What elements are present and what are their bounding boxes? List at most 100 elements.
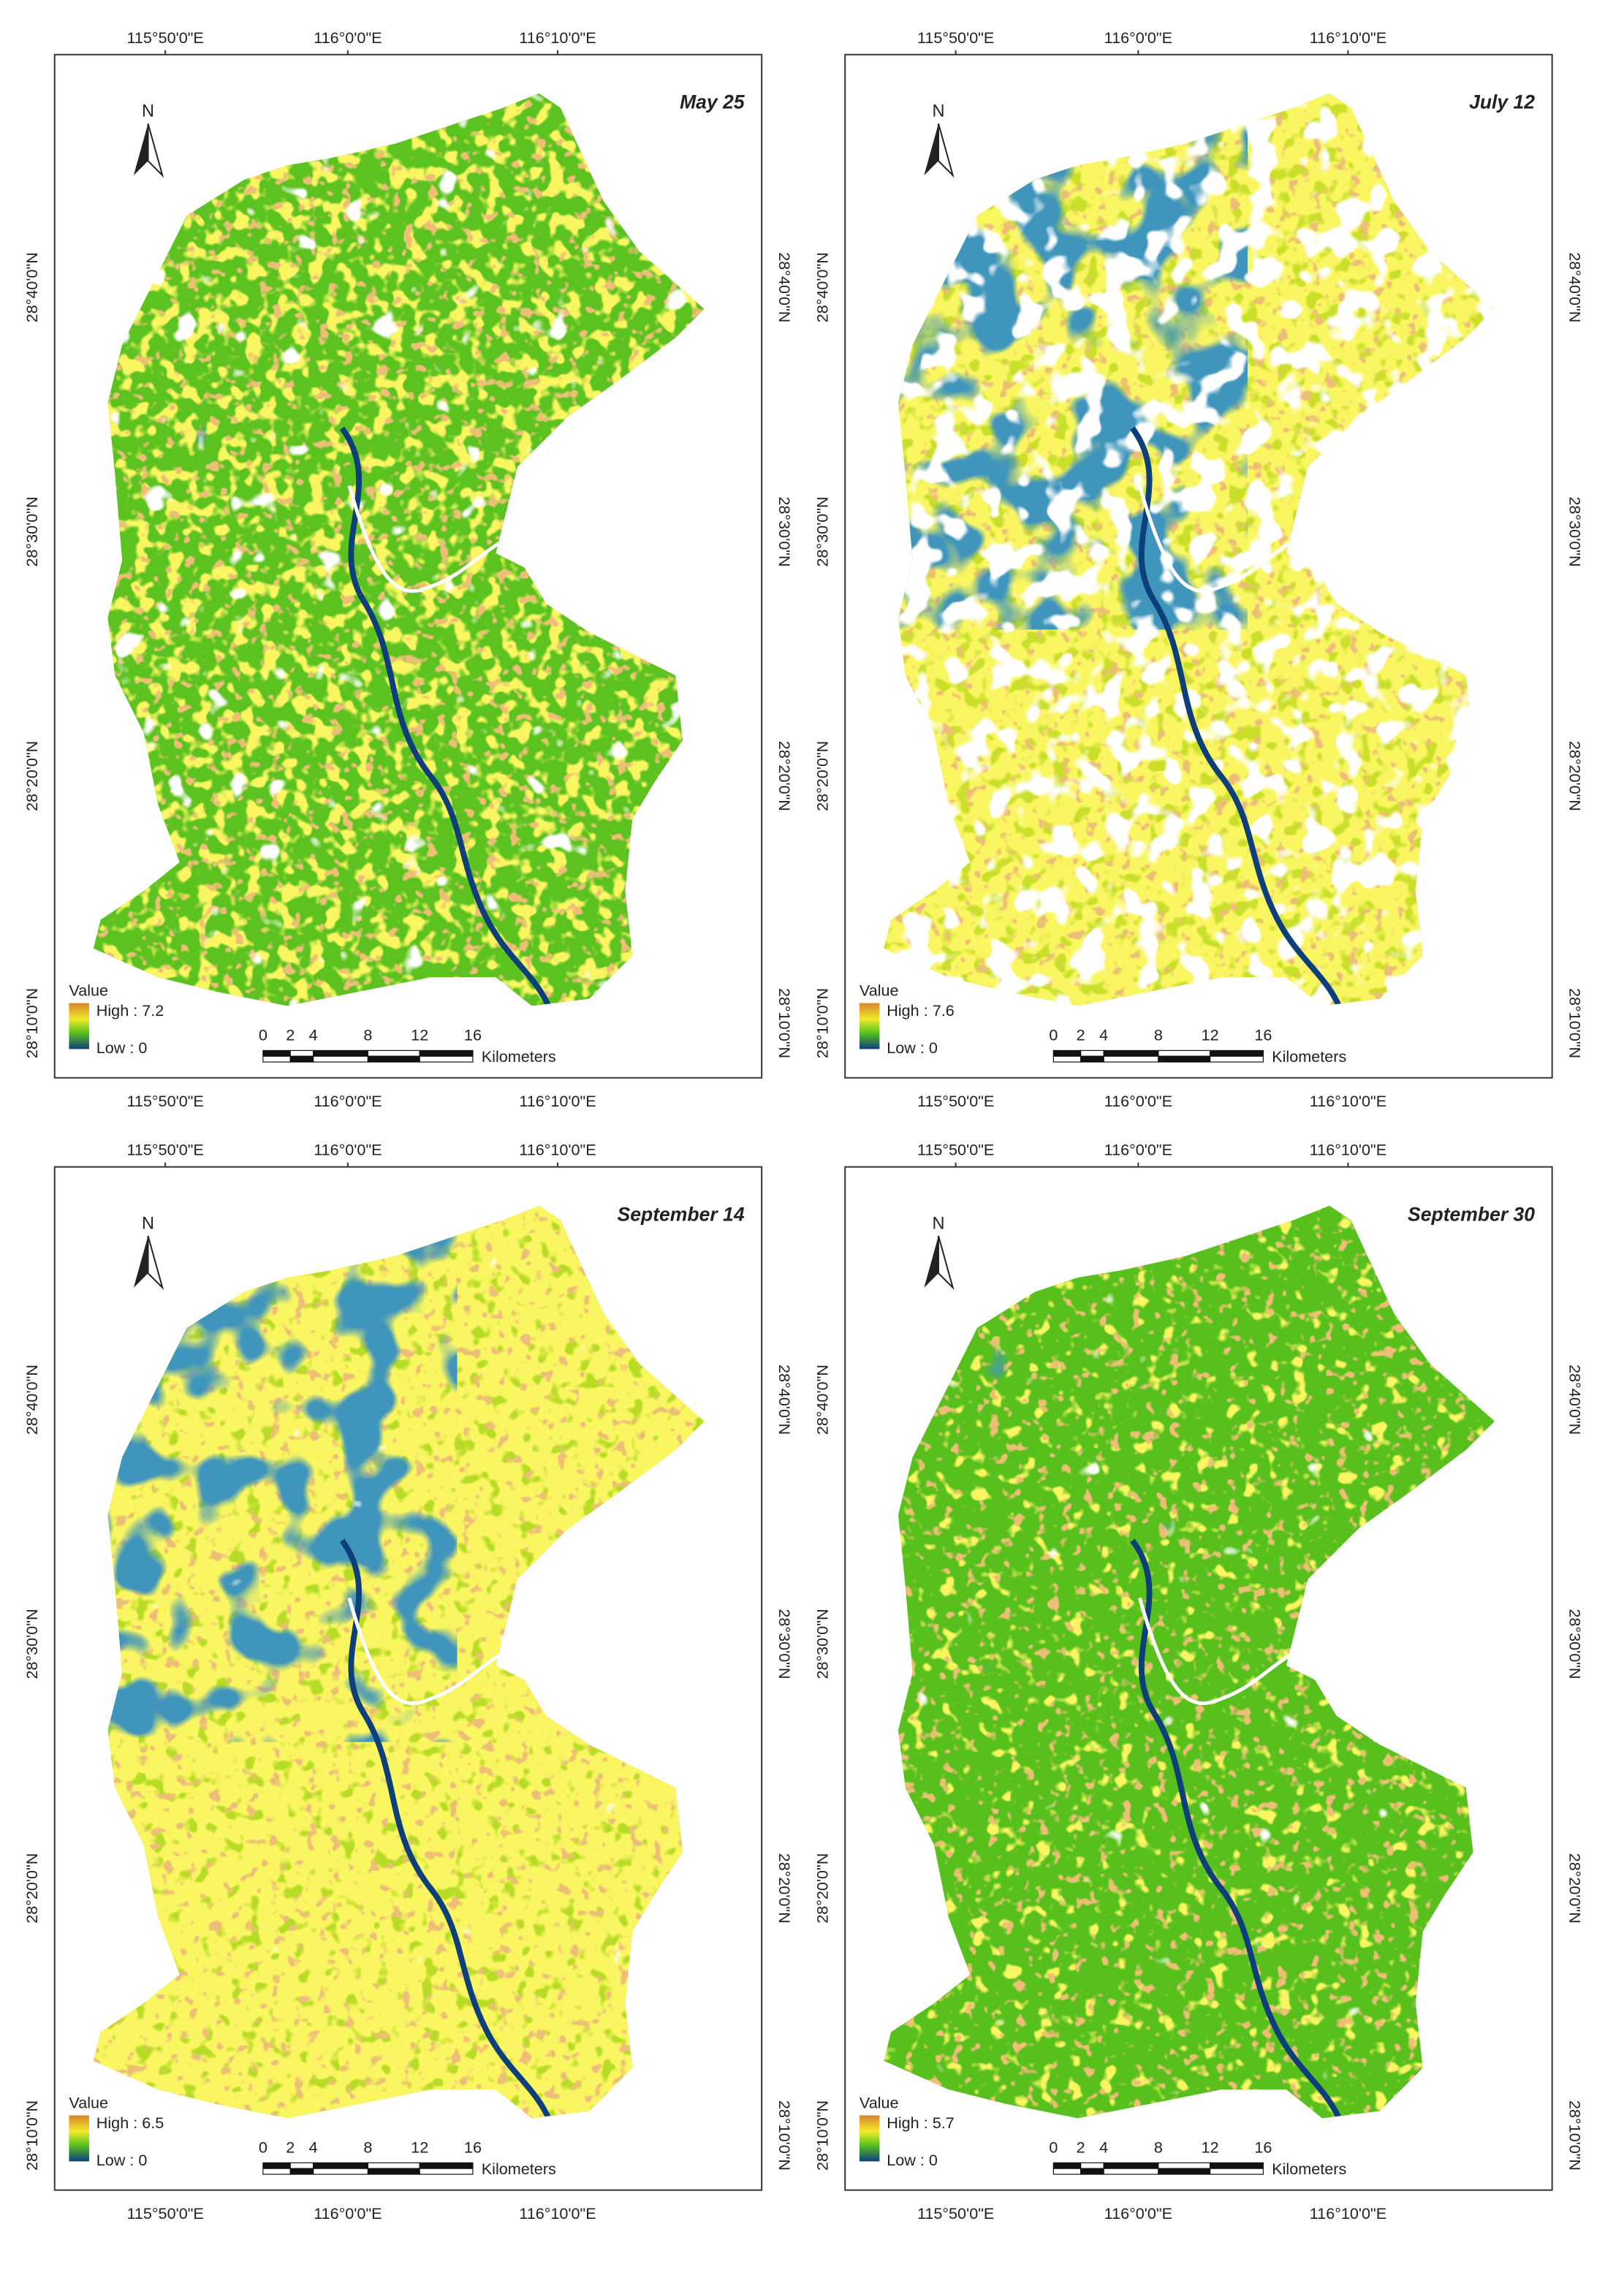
longitude-label: 115°50'0"E xyxy=(126,29,203,47)
scale-bar xyxy=(313,2162,368,2169)
panel-title: September 14 xyxy=(618,1204,745,1226)
longitude-label: 115°50'0"E xyxy=(126,1141,203,1159)
legend-high: High : 6.5 xyxy=(96,2114,164,2132)
river xyxy=(339,1538,553,2119)
scale-tick-label: 16 xyxy=(464,2138,482,2156)
river xyxy=(347,1597,530,1706)
scale-bar xyxy=(1052,1049,1082,1057)
scale-bar xyxy=(419,2168,474,2175)
latitude-label: 28°30'0"N xyxy=(813,1609,831,1679)
longitude-label: 115°50'0"E xyxy=(126,1092,203,1110)
scale-bar xyxy=(1103,2162,1159,2169)
north-label: N xyxy=(142,1214,154,1233)
scale-unit: Kilometers xyxy=(1272,2160,1346,2178)
scale-bar xyxy=(367,2168,420,2175)
north-arrow xyxy=(147,1235,164,1291)
scale-bar xyxy=(1210,2162,1264,2169)
scale-tick-label: 12 xyxy=(411,1025,428,1044)
river xyxy=(1137,1597,1320,1706)
legend-ramp xyxy=(859,2115,880,2162)
raster-map xyxy=(93,1205,705,2119)
scale-bar xyxy=(313,1049,368,1057)
longitude-label: 115°50'0"E xyxy=(917,1141,994,1159)
latitude-label: 28°40'0"N xyxy=(1566,252,1584,322)
scale-unit: Kilometers xyxy=(482,2160,556,2178)
longitude-label: 116°10'0"E xyxy=(519,2204,596,2222)
legend-low: Low : 0 xyxy=(96,2151,148,2169)
scale-tick-label: 4 xyxy=(1099,1025,1108,1044)
latitude-label: 28°40'0"N xyxy=(775,1364,794,1435)
longitude-label: 116°0'0"E xyxy=(1104,1141,1172,1159)
legend-low: Low : 0 xyxy=(96,1039,148,1057)
longitude-label: 116°10'0"E xyxy=(1310,29,1386,47)
scale-tick-label: 8 xyxy=(1154,1025,1163,1044)
longitude-label: 116°10'0"E xyxy=(519,29,596,47)
longitude-label: 115°50'0"E xyxy=(917,29,994,47)
scale-tick-label: 8 xyxy=(1154,2138,1163,2156)
latitude-label: 28°20'0"N xyxy=(1566,1853,1584,1924)
scale-bar xyxy=(367,1055,420,1063)
scale-bar xyxy=(262,2168,291,2175)
scale-tick-label: 12 xyxy=(1202,1025,1219,1044)
scale-bar xyxy=(1080,2168,1104,2175)
latitude-label: 28°40'0"N xyxy=(813,1364,831,1435)
scale-tick-label: 4 xyxy=(309,1025,318,1044)
scale-tick-label: 2 xyxy=(1077,2138,1085,2156)
latitude-label: 28°40'0"N xyxy=(23,252,41,322)
longitude-label: 116°0'0"E xyxy=(314,2204,382,2222)
map-panel: July 12 N Value High : 7.6 Low : 0 0 2 4 8 12 16Ki… xyxy=(813,29,1584,1110)
latitude-label: 28°10'0"N xyxy=(813,988,831,1058)
scale-bar xyxy=(262,1049,291,1057)
longitude-label: 116°10'0"E xyxy=(519,1092,596,1110)
map-panel: September 14 N Value High : 6.5 Low : 0 0 2 4 8 1… xyxy=(23,1141,794,2222)
scale-bar xyxy=(1080,1049,1104,1057)
north-arrow xyxy=(938,123,955,178)
scale-tick-label: 4 xyxy=(309,2138,318,2156)
north-arrow xyxy=(133,124,148,175)
scale-tick-label: 12 xyxy=(411,2138,428,2156)
legend-ramp xyxy=(859,1003,880,1049)
scale-bar xyxy=(1103,1049,1159,1057)
scale-bar xyxy=(1210,2168,1264,2175)
scale-bar xyxy=(289,2162,314,2169)
scale-bar xyxy=(1158,1049,1211,1057)
longitude-label: 116°0'0"E xyxy=(1104,2204,1172,2222)
latitude-label: 28°20'0"N xyxy=(23,741,41,811)
scale-bar xyxy=(1103,1055,1159,1063)
legend-low: Low : 0 xyxy=(887,1039,938,1057)
latitude-label: 28°10'0"N xyxy=(813,2100,831,2171)
north-label: N xyxy=(933,1214,945,1233)
river xyxy=(1130,426,1344,1006)
latitude-label: 28°30'0"N xyxy=(23,1609,41,1679)
scale-bar xyxy=(289,1049,314,1057)
latitude-label: 28°30'0"N xyxy=(1566,1609,1584,1679)
scale-tick-label: 16 xyxy=(1254,2138,1272,2156)
scale-bar xyxy=(419,2162,474,2169)
scale-bar xyxy=(1158,1055,1211,1063)
latitude-label: 28°40'0"N xyxy=(775,252,794,322)
scale-bar xyxy=(367,1049,420,1057)
scale-bar xyxy=(1158,2168,1211,2175)
latitude-label: 28°30'0"N xyxy=(1566,496,1584,566)
scale-tick-label: 2 xyxy=(286,1025,295,1044)
map-panel: September 30 N Value High : 5.7 Low : 0 0 2 4 8 1… xyxy=(813,1141,1584,2222)
longitude-label: 116°0'0"E xyxy=(314,1141,382,1159)
map-panel: May 25 N Value High : 7.2 Low : 0 0 2 4 8 12 16Kil… xyxy=(23,29,794,1110)
latitude-label: 28°20'0"N xyxy=(813,1853,831,1924)
longitude-label: 116°10'0"E xyxy=(519,1141,596,1159)
scale-bar xyxy=(1052,2168,1082,2175)
latitude-label: 28°40'0"N xyxy=(1566,1364,1584,1435)
legend-high: High : 7.2 xyxy=(96,1001,164,1020)
scale-bar xyxy=(1052,1055,1082,1063)
scale-tick-label: 8 xyxy=(363,1025,372,1044)
scale-bar xyxy=(262,2162,291,2169)
legend-ramp xyxy=(69,1003,89,1049)
panel-title: July 12 xyxy=(1469,91,1535,113)
longitude-label: 115°50'0"E xyxy=(917,2204,994,2222)
scale-bar xyxy=(1080,2162,1104,2169)
north-arrow xyxy=(147,123,164,178)
panel-title: September 30 xyxy=(1408,1204,1535,1226)
scale-tick-label: 12 xyxy=(1202,2138,1219,2156)
scale-bar xyxy=(1210,1055,1264,1063)
